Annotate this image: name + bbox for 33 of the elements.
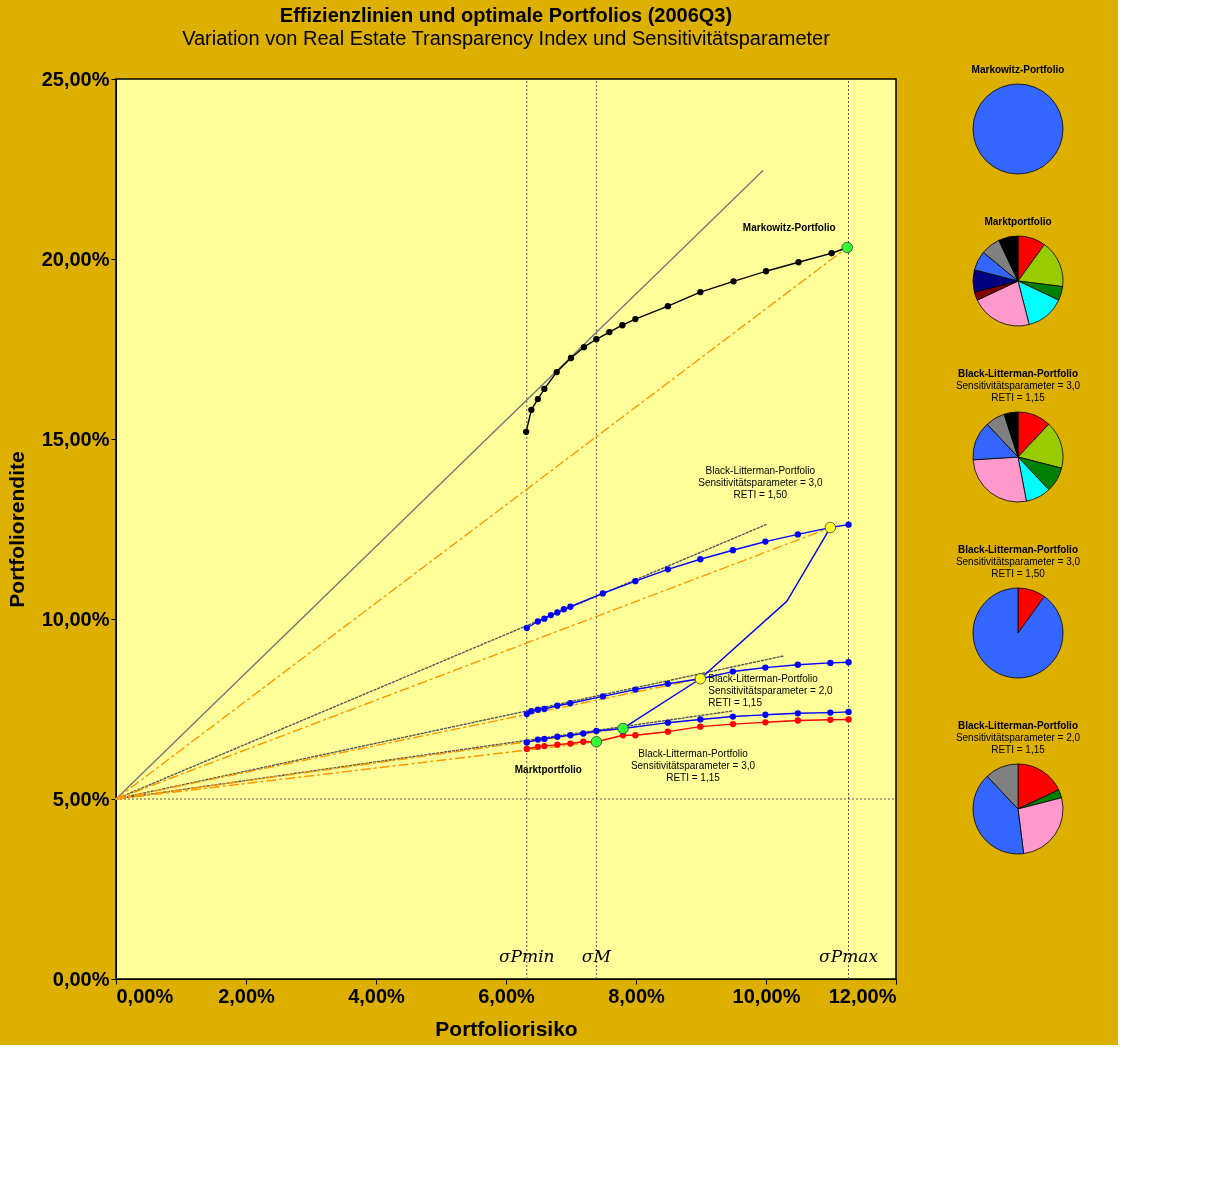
x-tick-label: 2,00%	[218, 984, 276, 1007]
annotation: Black-Litterman-Portfolio Sensitivitätsparameter = 3,0 RETI = 1,15	[630, 748, 756, 784]
y-tick-label: 25,00%	[41, 67, 110, 90]
chart-subtitle: Variation von Real Estate Transparency Index und Sensitivitätsparameter	[182, 27, 831, 49]
annotation: Marktportfolio	[514, 763, 582, 775]
chart-title: Black-Litterman-Portfolio	[957, 544, 1079, 555]
chart-title: Marktportfolio	[984, 216, 1052, 227]
ref-line-label: σPmax	[819, 946, 879, 966]
y-tick-label: 20,00%	[41, 247, 110, 270]
chart-title: Black-Litterman-Portfolio	[957, 720, 1079, 731]
annotation: Black-Litterman-Portfolio Sensitivitätsparameter = 3,0 RETI = 1,50	[698, 464, 823, 500]
ref-line-label: σM	[581, 946, 612, 966]
y-tick-label: 5,00%	[52, 787, 110, 810]
chart-title: Effizienzlinien und optimale Portfolios (2006Q3)	[279, 4, 733, 26]
x-tick-label: 6,00%	[478, 984, 536, 1007]
chart-subtitle: Sensitivitätsparameter = 3,0 RETI = 1,50	[955, 556, 1081, 579]
chart-title: Markowitz-Portfolio	[971, 64, 1065, 75]
y-tick-label: 10,00%	[41, 607, 110, 630]
y-tick-label: 0,00%	[52, 967, 110, 990]
x-tick-label: 8,00%	[608, 984, 666, 1007]
x-tick-label: 12,00%	[828, 984, 897, 1007]
chart-subtitle: Sensitivitätsparameter = 3,0 RETI = 1,15	[955, 380, 1081, 403]
x-tick-label: 4,00%	[348, 984, 406, 1007]
ref-line-label: σPmin	[499, 946, 555, 966]
x-tick-label: 10,00%	[732, 984, 801, 1007]
chart-subtitle: Sensitivitätsparameter = 2,0 RETI = 1,15	[955, 732, 1081, 755]
x-axis-title: Portfoliorisiko	[435, 1016, 578, 1040]
annotation: Markowitz-Portfolio	[742, 222, 836, 234]
chart-title: Black-Litterman-Portfolio	[957, 368, 1079, 379]
y-tick-label: 15,00%	[41, 427, 110, 450]
x-tick-label: 0,00%	[116, 984, 174, 1007]
annotation: Black-Litterman-Portfolio Sensitivitätsparameter = 2,0 RETI = 1,15	[708, 672, 834, 708]
y-axis-title: Portfoliorendite	[4, 451, 28, 608]
